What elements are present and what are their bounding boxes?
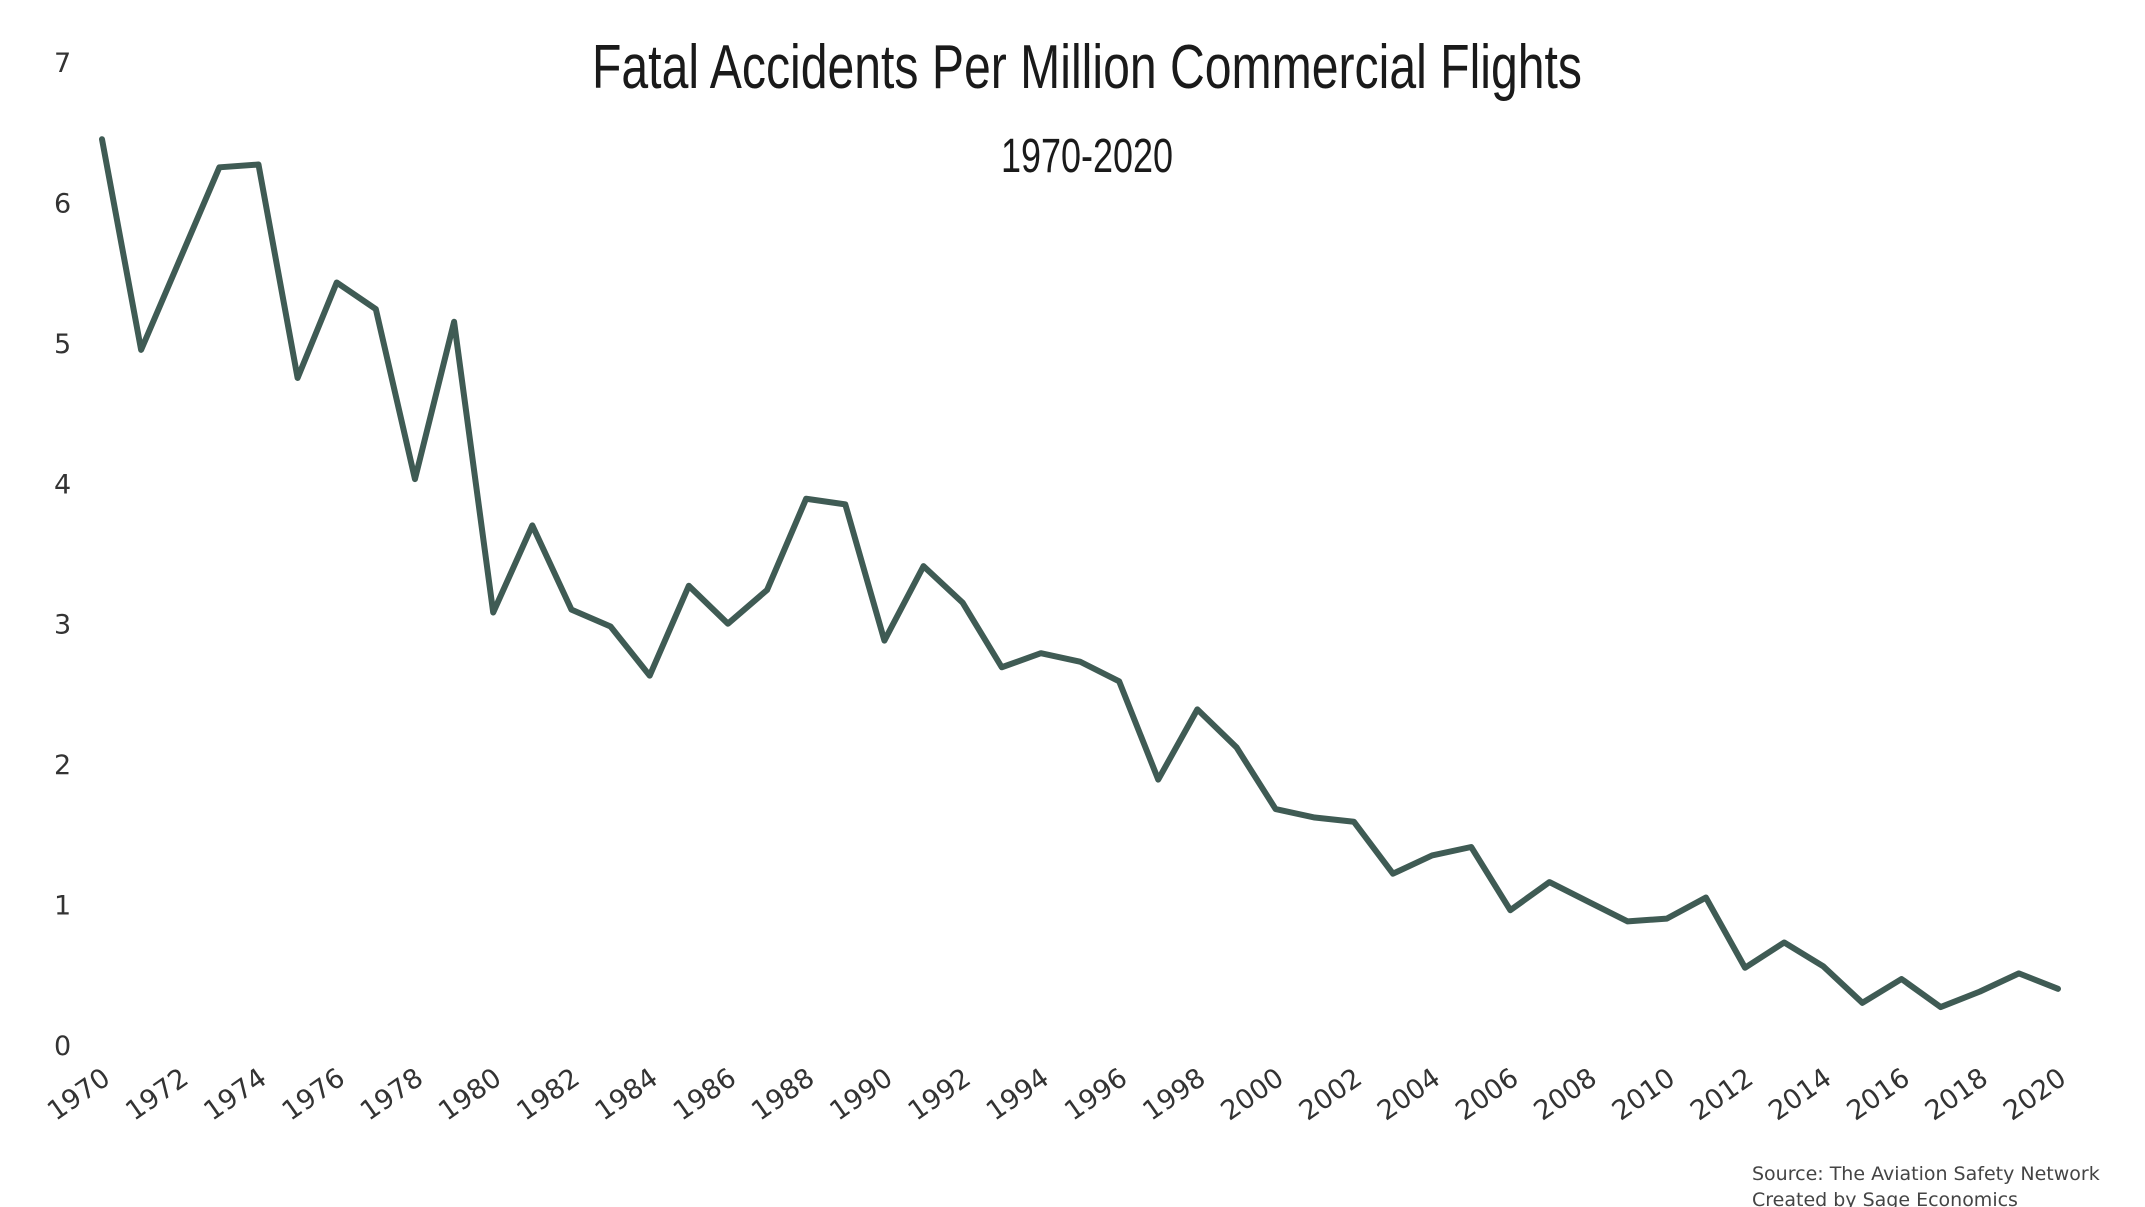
x-tick-label: 1972: [120, 1062, 194, 1127]
y-tick-label: 3: [54, 610, 71, 641]
chart-title: Fatal Accidents Per Million Commercial F…: [592, 33, 1582, 102]
x-tick-label: 1996: [1059, 1062, 1133, 1127]
x-tick-label: 2000: [1216, 1062, 1290, 1127]
x-tick-label: 2010: [1607, 1062, 1681, 1127]
x-tick-label: 2020: [1998, 1062, 2072, 1127]
x-tick-label: 1974: [198, 1062, 272, 1127]
source-label: Source: The Aviation Safety Network: [1752, 1163, 2100, 1185]
credit-label: Created by Sage Economics: [1752, 1189, 2018, 1207]
x-axis: 1970 1972 1974 1976 1978 1980 1982 1984 1986 1988…: [42, 1062, 2072, 1127]
x-tick-label: 1970: [42, 1062, 116, 1127]
y-tick-label: 7: [54, 48, 71, 79]
y-tick-label: 4: [54, 469, 71, 500]
x-tick-label: 1992: [903, 1062, 977, 1127]
x-tick-label: 2014: [1763, 1062, 1837, 1127]
x-tick-label: 1984: [590, 1062, 664, 1127]
x-tick-label: 1982: [511, 1062, 585, 1127]
x-tick-label: 1986: [668, 1062, 742, 1127]
series-layer: [99, 136, 2061, 1011]
x-tick-label: 2016: [1841, 1062, 1915, 1127]
x-tick-label: 1990: [824, 1062, 898, 1127]
x-tick-label: 1980: [433, 1062, 507, 1127]
y-tick-label: 2: [54, 750, 71, 781]
y-tick-label: 6: [54, 188, 71, 219]
x-tick-label: 2012: [1685, 1062, 1759, 1127]
x-tick-label: 2018: [1920, 1062, 1994, 1127]
y-tick-label: 5: [54, 329, 71, 360]
y-tick-label: 1: [54, 891, 71, 922]
x-tick-label: 1988: [746, 1062, 820, 1127]
series-line: [99, 136, 2061, 1011]
chart-subtitle: 1970-2020: [1001, 130, 1173, 183]
x-tick-label: 2008: [1529, 1062, 1603, 1127]
y-tick-label: 0: [54, 1031, 71, 1062]
x-tick-label: 1998: [1137, 1062, 1211, 1127]
y-axis: 0 1 2 3 4 5 6 7: [54, 48, 71, 1062]
x-tick-label: 2002: [1294, 1062, 1368, 1127]
x-tick-label: 2004: [1372, 1062, 1446, 1127]
x-tick-label: 1978: [355, 1062, 429, 1127]
x-tick-label: 1994: [981, 1062, 1055, 1127]
x-tick-label: 1976: [277, 1062, 351, 1127]
x-tick-label: 2006: [1450, 1062, 1524, 1127]
